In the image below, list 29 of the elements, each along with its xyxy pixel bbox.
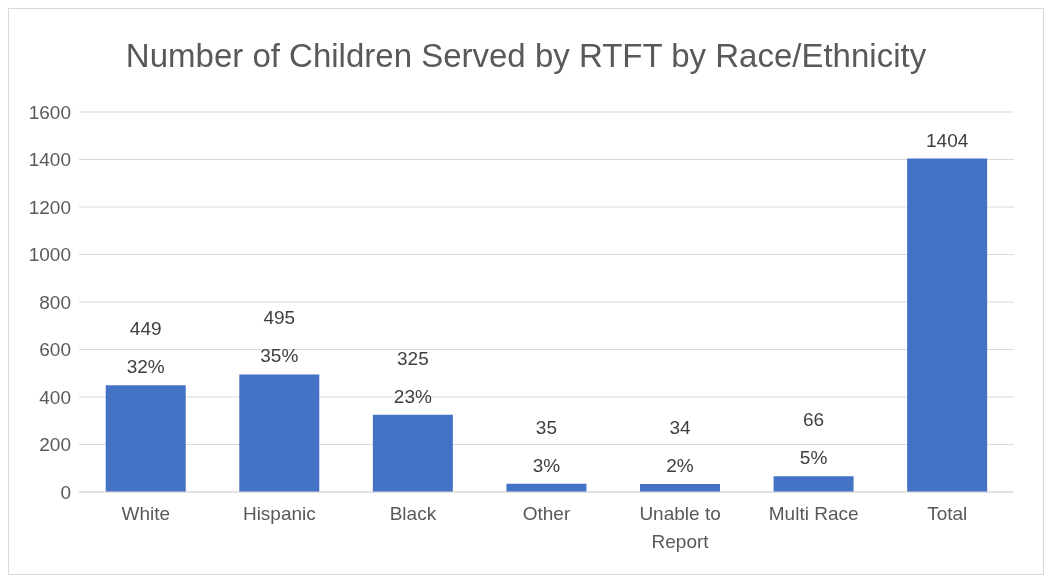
y-tick-label: 1400 bbox=[28, 149, 71, 171]
data-label: 495 35% bbox=[260, 307, 299, 367]
y-tick-label: 1200 bbox=[28, 196, 71, 218]
chart-title: Number of Children Served by RTFT by Race/Ethnicity bbox=[124, 36, 928, 76]
data-label: 449 32% bbox=[126, 318, 165, 378]
bar bbox=[907, 158, 988, 492]
x-tick-label: Hispanic bbox=[242, 503, 316, 524]
bar bbox=[773, 476, 854, 492]
x-tick-label: Multi Race bbox=[768, 503, 859, 524]
y-tick-label: 0 bbox=[60, 481, 71, 503]
y-tick-label: 1000 bbox=[28, 244, 71, 266]
bar bbox=[372, 414, 453, 492]
y-tick-label: 800 bbox=[39, 291, 71, 313]
data-label: 66 5% bbox=[799, 409, 828, 469]
x-tick-label: White bbox=[121, 503, 171, 524]
x-tick-label: Total bbox=[927, 503, 968, 524]
data-label: 35 3% bbox=[532, 416, 561, 476]
y-tick-label: 200 bbox=[39, 434, 71, 456]
bar bbox=[239, 374, 320, 492]
bar bbox=[105, 385, 186, 492]
y-tick-label: 400 bbox=[39, 386, 71, 408]
x-tick-label: Black bbox=[389, 503, 437, 524]
x-tick-label: Other bbox=[522, 503, 571, 524]
x-tick-label: Unable to Report bbox=[639, 503, 721, 552]
y-tick-label: 1600 bbox=[28, 101, 71, 123]
data-label: 325 23% bbox=[393, 347, 432, 407]
data-label: 1404 bbox=[926, 129, 969, 151]
y-tick-label: 600 bbox=[39, 339, 71, 361]
data-label: 34 2% bbox=[666, 416, 694, 476]
